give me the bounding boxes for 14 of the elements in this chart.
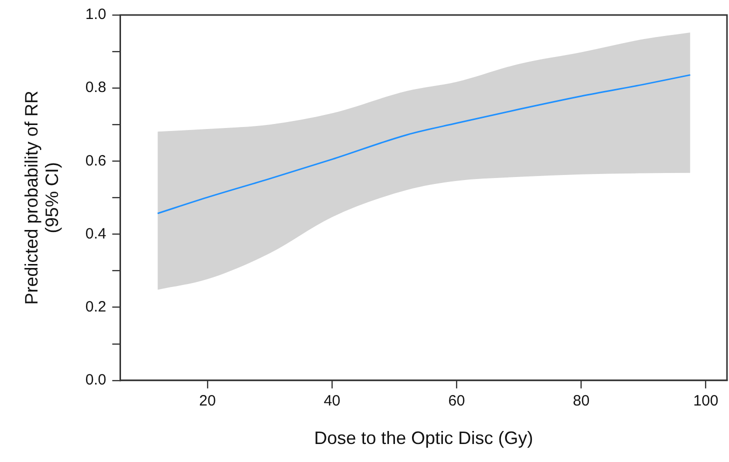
y-tick-label: 0.8 [85, 79, 106, 96]
x-tick-label: 60 [448, 392, 465, 410]
y-tick-label: 0.4 [85, 225, 106, 242]
x-tick-label: 20 [199, 392, 216, 410]
y-axis-title: Predicted probability of RR (95% CI) [21, 90, 62, 305]
x-axis-title: Dose to the Optic Disc (Gy) [314, 428, 534, 448]
line-series [156, 74, 691, 214]
x-tick-label: 100 [693, 392, 718, 410]
y-tick-label: 0.6 [85, 152, 106, 170]
y-tick-label: 0.0 [85, 372, 106, 389]
x-tick-label: 80 [572, 392, 590, 410]
y-tick-label: 1.0 [85, 6, 106, 24]
x-tick-label: 40 [324, 392, 340, 410]
y-tick-label: 0.2 [85, 298, 106, 316]
